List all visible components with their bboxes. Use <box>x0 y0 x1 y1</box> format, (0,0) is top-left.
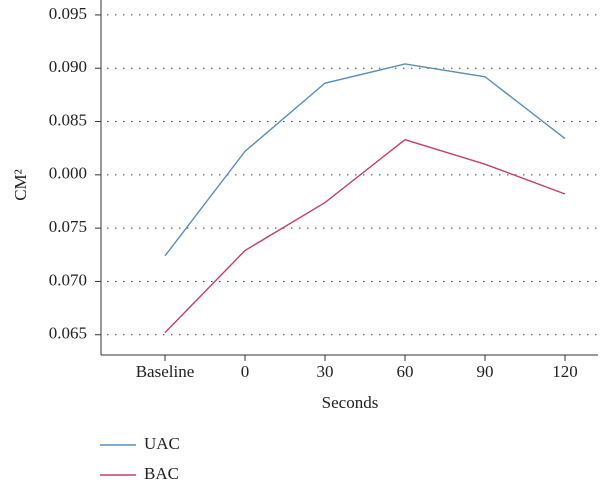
x-tick-label: 30 <box>317 362 334 381</box>
y-tick-label: 0.065 <box>49 324 87 343</box>
y-axis-label: CM² <box>11 169 30 201</box>
y-tick-label: 0.000 <box>49 164 87 183</box>
x-tick-label: 60 <box>397 362 414 381</box>
legend-label: UAC <box>144 434 180 453</box>
x-tick-label: Baseline <box>136 362 195 381</box>
y-tick-label: 0.085 <box>49 110 87 129</box>
y-tick-label: 0.095 <box>49 4 87 23</box>
x-tick-label: 120 <box>552 362 578 381</box>
y-tick-label: 0.070 <box>49 270 87 289</box>
legend-label: BAC <box>144 464 179 483</box>
x-tick-label: 90 <box>477 362 494 381</box>
y-tick-label: 0.075 <box>49 217 87 236</box>
x-tick-label: 0 <box>241 362 250 381</box>
y-tick-label: 0.090 <box>49 57 87 76</box>
series-line <box>164 63 566 257</box>
series-line <box>164 138 566 334</box>
x-axis-label: Seconds <box>322 393 379 412</box>
